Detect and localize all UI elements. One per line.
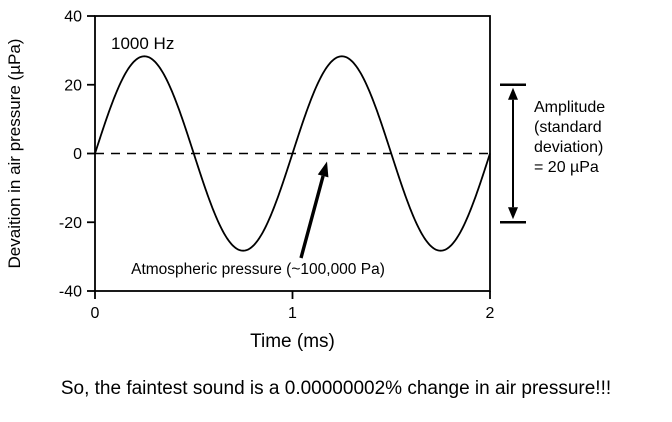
x-tick-label: 2 — [486, 305, 495, 322]
y-axis-title: Devaition in air pressure (µPa) — [5, 39, 24, 269]
amplitude-label-line: deviation) — [534, 139, 603, 156]
amplitude-arrow-down — [508, 153, 518, 220]
atmospheric-annotation: Atmospheric pressure (~100,000 Pa) — [131, 161, 385, 278]
atmospheric-arrow — [299, 161, 329, 259]
frequency-annotation: 1000 Hz — [111, 34, 174, 53]
pressure-waveform — [94, 55, 491, 252]
axis-titles: Time (ms) Devaition in air pressure (µPa) — [5, 39, 335, 352]
pressure-wave-chart: -40 -20 0 20 40 0 1 2 Time (ms) Devaition in air … — [5, 9, 605, 353]
atmospheric-label: Atmospheric pressure (~100,000 Pa) — [131, 261, 385, 278]
amplitude-label-line: = 20 µPa — [534, 159, 599, 176]
amplitude-arrow-up — [508, 87, 518, 154]
y-axis: -40 -20 0 20 40 — [59, 9, 95, 301]
x-axis-title: Time (ms) — [250, 331, 335, 352]
y-tick-label: 0 — [73, 146, 82, 163]
amplitude-label-line: (standard — [534, 119, 602, 136]
sine-curve — [94, 55, 491, 252]
x-tick-label: 1 — [288, 305, 297, 322]
x-tick-label: 0 — [91, 305, 100, 322]
caption-text: So, the faintest sound is a 0.00000002% … — [60, 378, 612, 399]
amplitude-annotation: Amplitude (standard deviation) = 20 µPa — [500, 83, 605, 224]
y-tick-label: -20 — [59, 215, 82, 232]
amplitude-label-line: Amplitude — [534, 99, 605, 116]
y-tick-label: -40 — [59, 284, 82, 301]
frequency-label: 1000 Hz — [111, 34, 174, 53]
x-axis: 0 1 2 — [91, 291, 495, 322]
y-tick-label: 20 — [64, 77, 82, 94]
y-tick-label: 40 — [64, 9, 82, 26]
